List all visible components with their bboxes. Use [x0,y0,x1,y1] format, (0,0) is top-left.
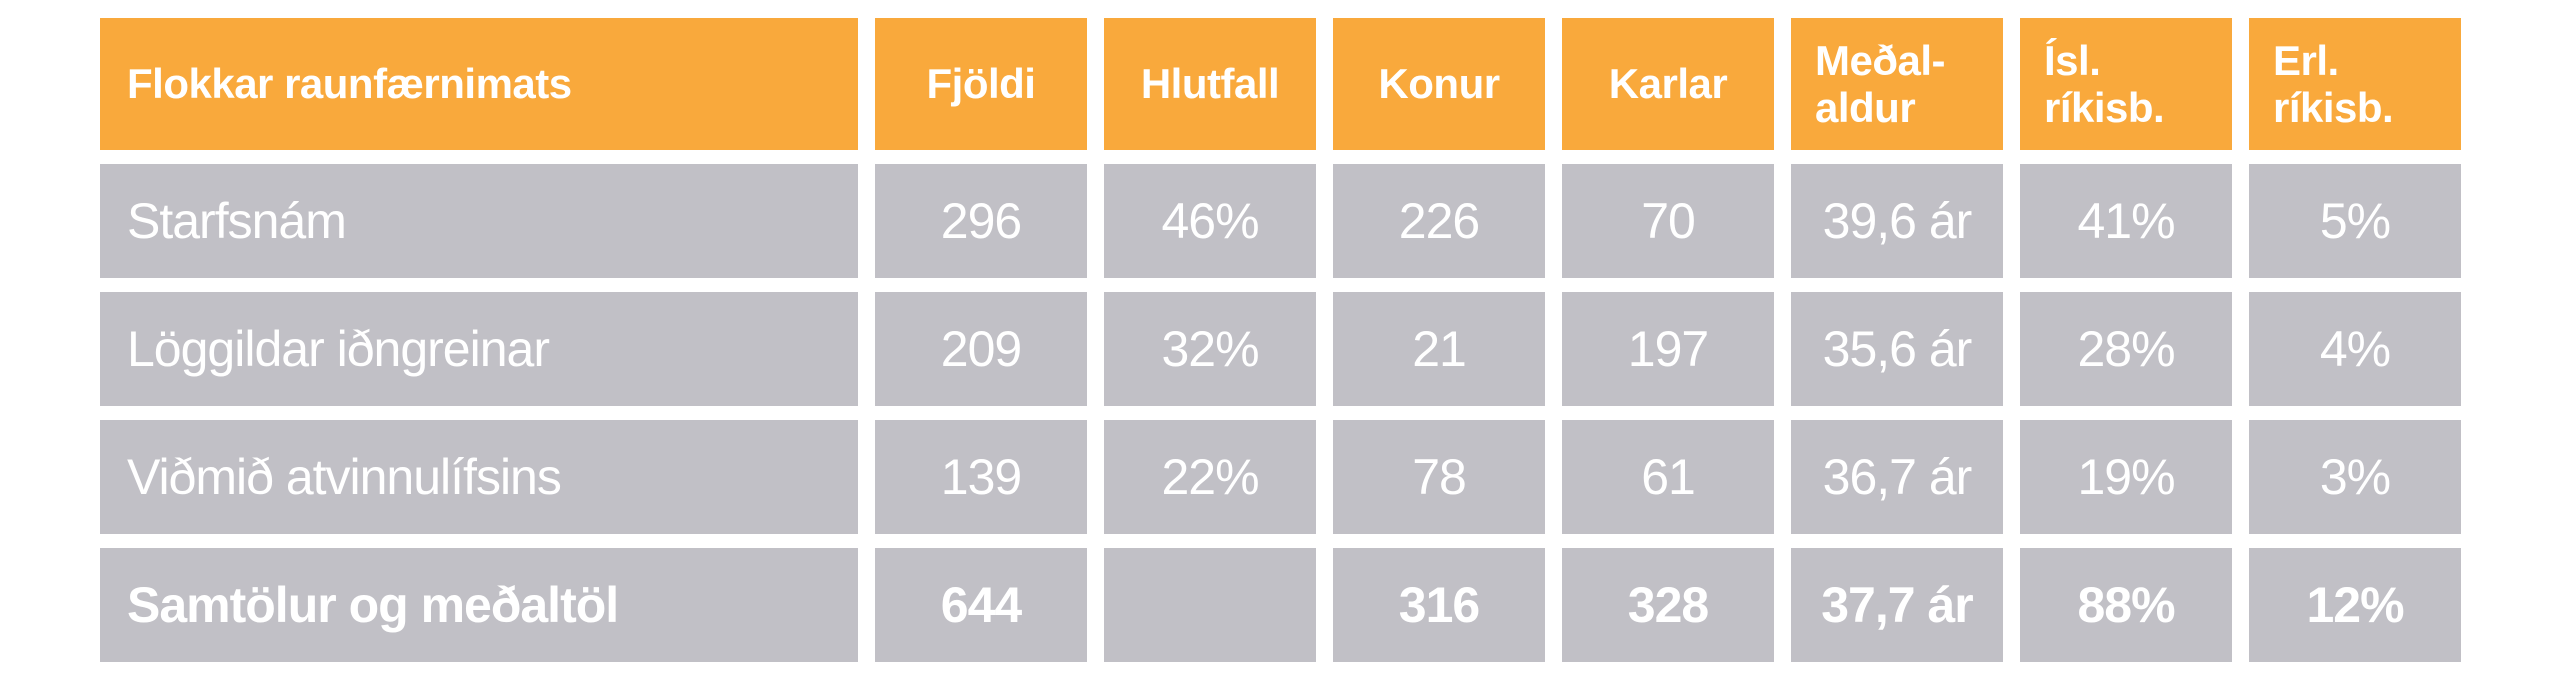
header-line: Meðal- [1815,36,1946,84]
value-cell: 39,6 ár [1791,164,2003,278]
header-line: ríkisb. [2273,84,2394,131]
value-cell: 28% [2020,292,2232,406]
value-cell: 19% [2020,420,2232,534]
row-label-cell: Viðmið atvinnulífsins [100,420,858,534]
raunfaernimat-table: Flokkar raunfærnimats Fjöldi Hlutfall Ko… [100,18,2461,662]
column-header-konur: Konur [1333,18,1545,150]
header-line: Erl. [2273,36,2339,84]
value-cell: 70 [1562,164,1774,278]
value-cell: 61 [1562,420,1774,534]
column-header-medalaldur: Meðal- aldur [1791,18,2003,150]
value-cell: 197 [1562,292,1774,406]
value-cell: 22% [1104,420,1316,534]
value-cell: 226 [1333,164,1545,278]
totals-value-cell: 644 [875,548,1087,662]
totals-value-cell: 316 [1333,548,1545,662]
totals-value-cell: 88% [2020,548,2232,662]
row-label-cell: Starfsnám [100,164,858,278]
value-cell: 5% [2249,164,2461,278]
value-cell: 35,6 ár [1791,292,2003,406]
header-line: aldur [1815,84,1916,131]
value-cell: 21 [1333,292,1545,406]
totals-value-cell: 328 [1562,548,1774,662]
column-header-flokkar-raunfaernimats: Flokkar raunfærnimats [100,18,858,150]
value-cell: 4% [2249,292,2461,406]
value-cell: 78 [1333,420,1545,534]
column-header-karlar: Karlar [1562,18,1774,150]
column-header-fjoldi: Fjöldi [875,18,1087,150]
value-cell: 209 [875,292,1087,406]
totals-value-cell: 12% [2249,548,2461,662]
column-header-erl-rikisb: Erl. ríkisb. [2249,18,2461,150]
header-line: Ísl. [2044,36,2101,84]
value-cell: 139 [875,420,1087,534]
header-line: ríkisb. [2044,84,2165,131]
value-cell: 32% [1104,292,1316,406]
value-cell: 296 [875,164,1087,278]
value-cell: 36,7 ár [1791,420,2003,534]
totals-value-cell-empty [1104,548,1316,662]
row-label-cell: Löggildar iðngreinar [100,292,858,406]
value-cell: 46% [1104,164,1316,278]
value-cell: 3% [2249,420,2461,534]
totals-value-cell: 37,7 ár [1791,548,2003,662]
value-cell: 41% [2020,164,2232,278]
column-header-hlutfall: Hlutfall [1104,18,1316,150]
totals-row-label-cell: Samtölur og meðaltöl [100,548,858,662]
column-header-isl-rikisb: Ísl. ríkisb. [2020,18,2232,150]
